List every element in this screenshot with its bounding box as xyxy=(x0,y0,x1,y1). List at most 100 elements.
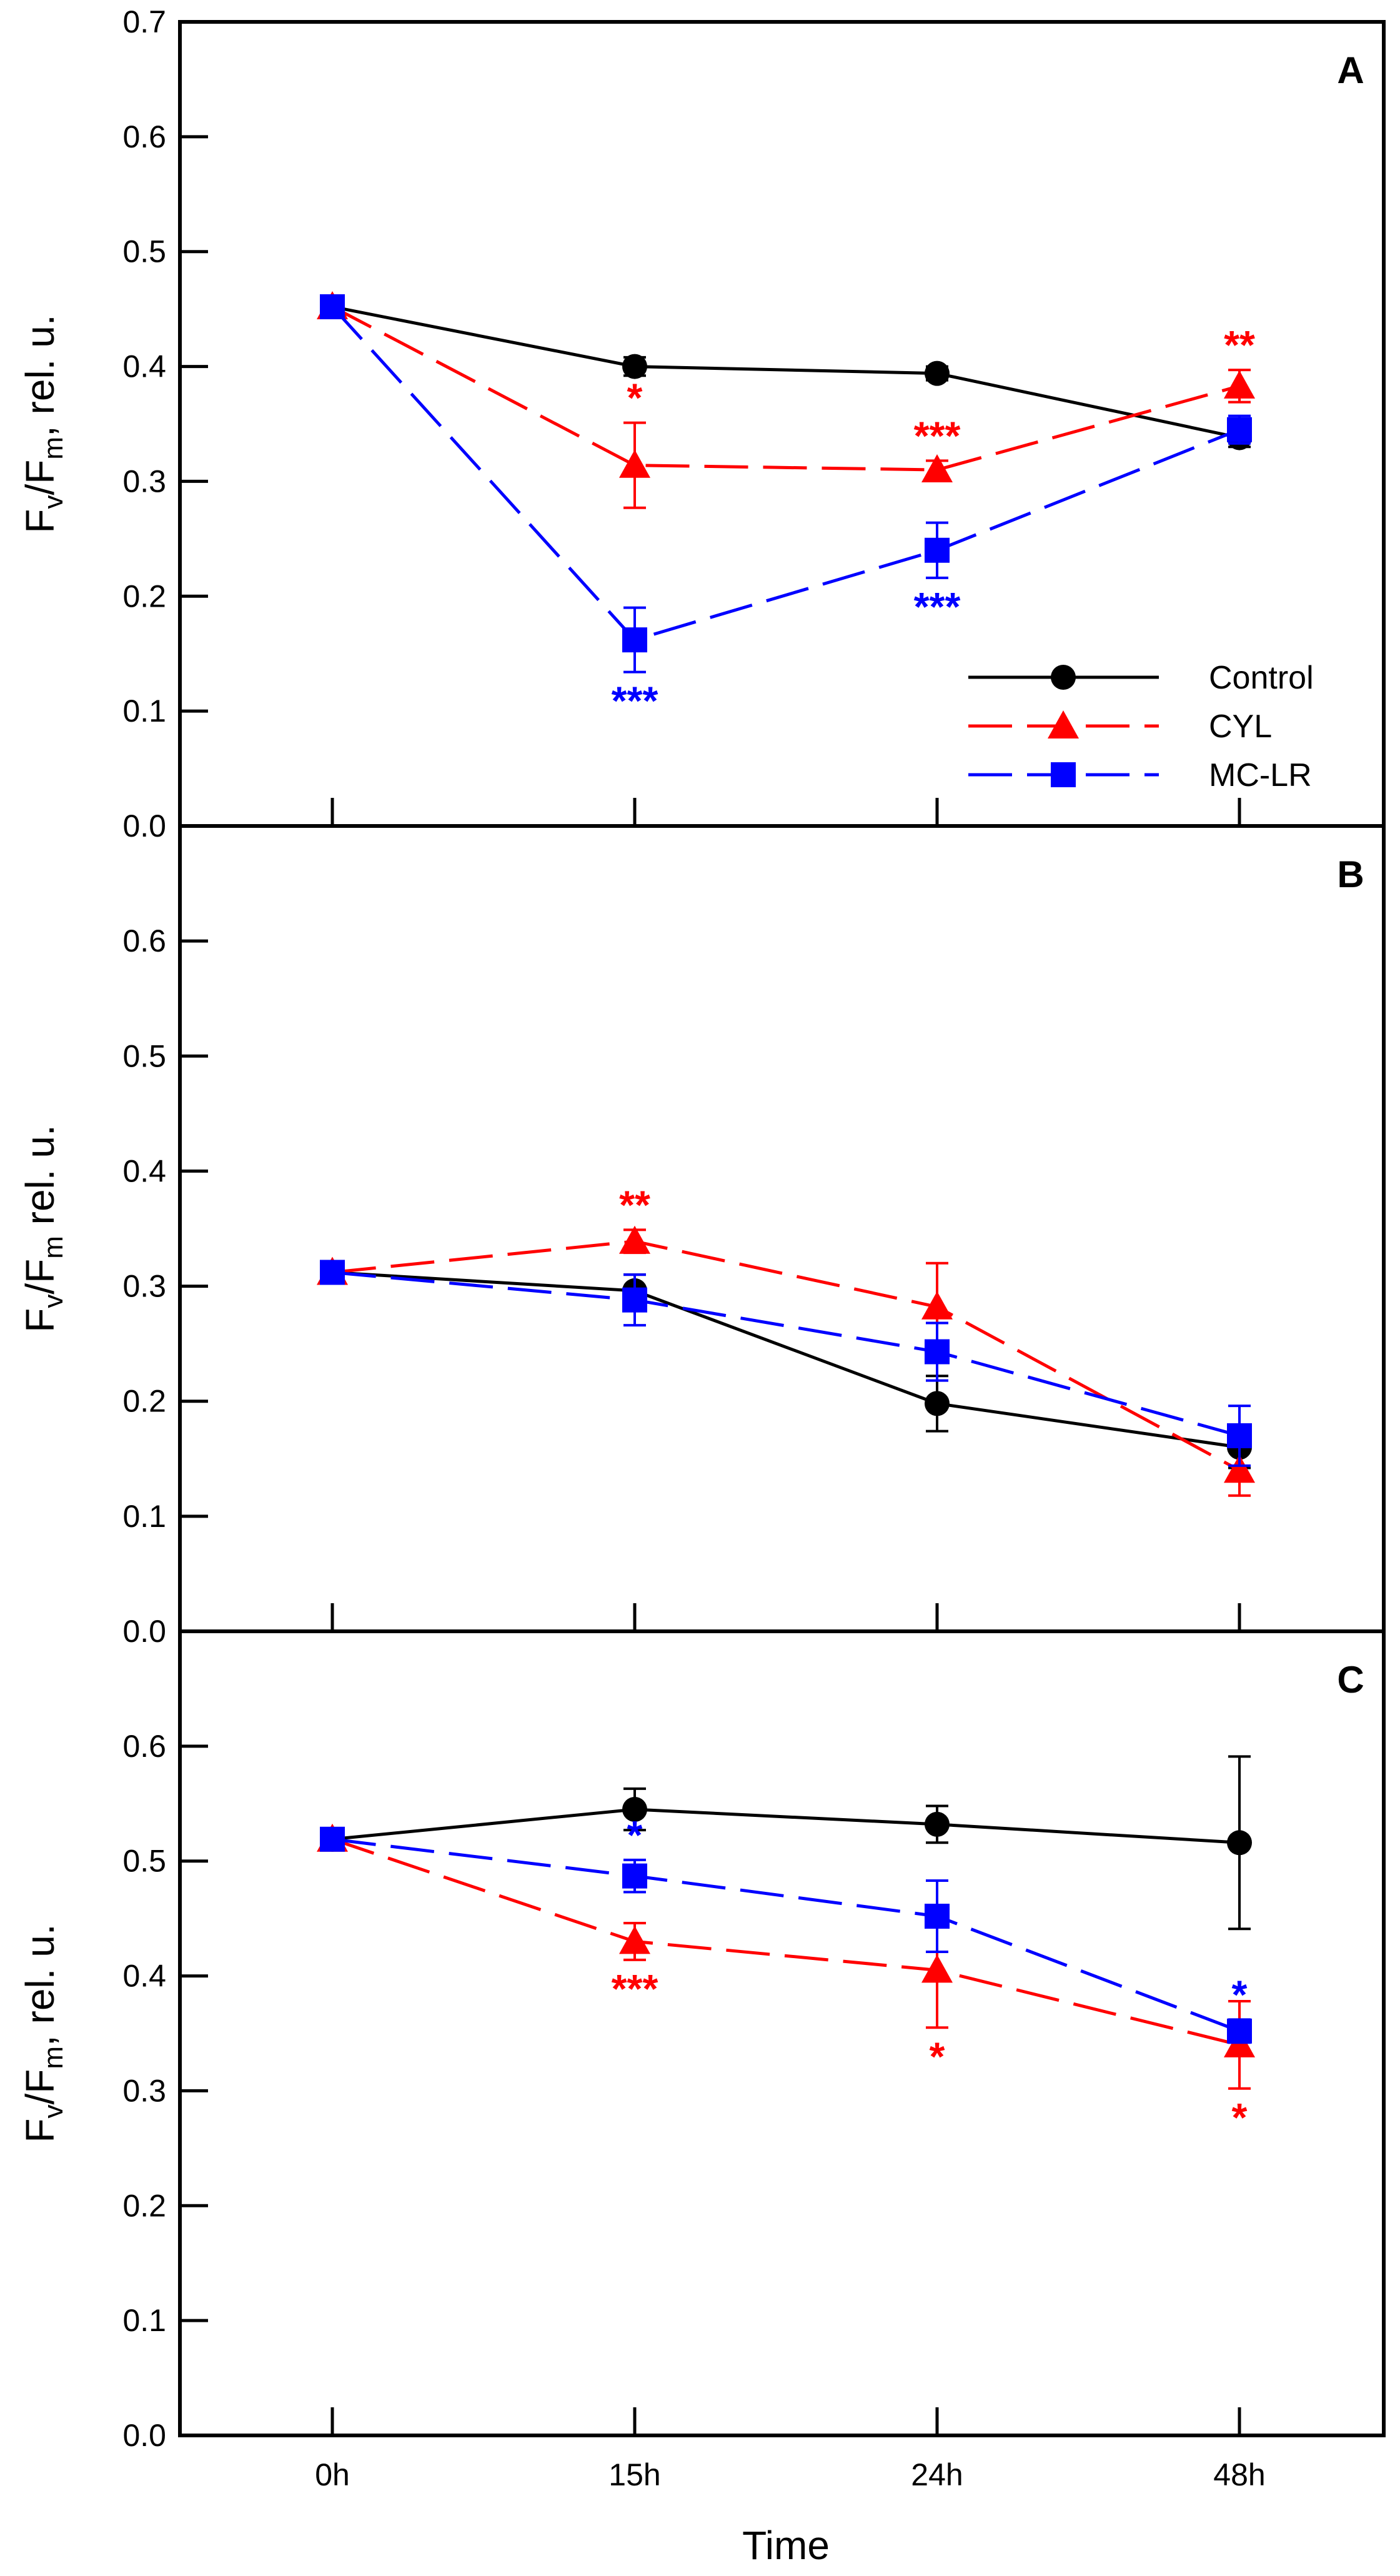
panel-frame xyxy=(178,824,1386,1633)
data-point-cyl-marker xyxy=(619,1225,650,1254)
significance-marker: * xyxy=(627,1813,643,1857)
y-axis-label-text: /F xyxy=(17,2069,62,2105)
significance-marker: *** xyxy=(612,679,658,724)
data-point-control-marker xyxy=(622,354,647,379)
y-tick-label: 0.0 xyxy=(122,808,166,843)
series-line-cyl xyxy=(332,1240,1241,1472)
x-axis-title: Time xyxy=(742,2523,830,2568)
y-tick-label: 0.7 xyxy=(122,4,166,39)
data-point-mc-lr-marker xyxy=(622,1863,647,1889)
y-axis-label-text: F xyxy=(17,509,62,534)
significance-marker: *** xyxy=(914,584,961,629)
series-line-control xyxy=(332,1808,1240,1844)
data-point-cyl-marker xyxy=(1224,1455,1255,1483)
y-axis-label-text: , rel. u. xyxy=(17,1924,62,2046)
y-tick-label: 0.0 xyxy=(122,2418,166,2453)
y-axis-label-subscript: v xyxy=(38,2105,69,2119)
data-point-cyl-marker xyxy=(619,449,650,478)
significance-marker: * xyxy=(627,375,643,420)
data-point-control-marker xyxy=(1227,1830,1252,1856)
data-point-cyl-marker xyxy=(921,1291,953,1320)
panel-b: 0.0 0.1 0.2 0.3 0.4 0.5 0.6 Fv/Fm rel. u. B ** xyxy=(17,824,1386,1649)
panel-label: A xyxy=(1337,49,1364,91)
legend-marker xyxy=(1048,710,1079,738)
series-line-mc-lr xyxy=(332,1270,1240,1438)
legend: Control CYL MC-LR xyxy=(968,660,1314,793)
significance-marker: *** xyxy=(612,1966,658,2011)
panel-label: C xyxy=(1337,1659,1364,1701)
panel-frame xyxy=(178,20,1386,828)
data-point-mc-lr-marker xyxy=(1227,2018,1252,2044)
y-tick-label: 0.2 xyxy=(122,2188,166,2223)
series-cyl xyxy=(317,1823,1255,2090)
legend-marker xyxy=(1051,762,1076,787)
y-tick-label: 0.5 xyxy=(122,1038,166,1073)
data-point-control-marker xyxy=(925,361,950,386)
data-point-mc-lr-marker xyxy=(1227,1423,1252,1448)
y-tick-label: 0.1 xyxy=(122,2303,166,2338)
significance-marker: *** xyxy=(914,413,961,458)
y-axis-label: Fv/Fm, rel. u. xyxy=(17,314,69,533)
y-tick-label: 0.3 xyxy=(122,1269,166,1304)
y-tick-label: 0.1 xyxy=(122,1499,166,1534)
y-axis-label-text: , rel. u. xyxy=(17,314,62,437)
series-mc-lr xyxy=(320,294,1252,674)
y-tick-label: 0.6 xyxy=(122,923,166,958)
y-axis-label-subscript: m xyxy=(38,437,69,460)
y-axis-label-text: F xyxy=(17,2119,62,2143)
y-tick-label: 0.6 xyxy=(122,119,166,154)
y-axis-label: Fv/Fm, rel. u. xyxy=(17,1924,69,2142)
y-axis-label-subscript: m xyxy=(38,2046,69,2069)
series-line-mc-lr xyxy=(331,306,1240,642)
y-tick-label: 0.4 xyxy=(122,349,166,384)
series-line-cyl xyxy=(332,1838,1240,2047)
series-control xyxy=(320,1260,1252,1470)
y-tick-label: 0.3 xyxy=(122,2073,166,2108)
legend-label: Control xyxy=(1209,660,1314,696)
y-axis-label-text: /F xyxy=(17,460,62,495)
data-point-mc-lr-marker xyxy=(320,294,345,319)
data-point-control-marker xyxy=(925,1391,950,1416)
series-line-control xyxy=(332,1270,1240,1449)
y-axis-label-subscript: v xyxy=(38,495,69,509)
legend-label: MC-LR xyxy=(1209,757,1312,793)
panel-label: B xyxy=(1337,853,1364,895)
legend-label: CYL xyxy=(1209,709,1272,745)
y-axis-label-subscript: v xyxy=(38,1295,69,1308)
y-tick-label: 0.2 xyxy=(122,579,166,614)
y-axis-label-text: rel. u. xyxy=(17,1125,62,1236)
y-tick-label: 0.1 xyxy=(122,694,166,729)
data-point-mc-lr-marker xyxy=(622,627,647,653)
data-point-mc-lr-marker xyxy=(622,1287,647,1313)
significance-marker: * xyxy=(1232,1972,1248,2017)
y-axis-label: Fv/Fm rel. u. xyxy=(17,1125,69,1332)
data-point-mc-lr-marker xyxy=(925,1339,950,1365)
data-point-cyl-marker xyxy=(1224,370,1255,399)
significance-marker: * xyxy=(1232,2095,1248,2140)
significance-marker: ** xyxy=(1224,322,1255,367)
significance-marker: * xyxy=(930,2034,945,2079)
series-line-mc-lr xyxy=(332,1838,1240,2033)
x-tick-label: 48h xyxy=(1213,2457,1265,2492)
data-point-mc-lr-marker xyxy=(925,1903,950,1929)
data-point-mc-lr-marker xyxy=(1227,417,1252,442)
series-mc-lr xyxy=(320,1260,1252,1467)
data-point-cyl-marker xyxy=(619,1926,650,1954)
y-axis-label-text: F xyxy=(17,1308,62,1333)
x-tick-label: 24h xyxy=(911,2457,963,2492)
series-cyl xyxy=(317,1225,1255,1497)
y-tick-label: 0.3 xyxy=(122,464,166,499)
series-line-cyl xyxy=(331,305,1240,472)
y-tick-label: 0.4 xyxy=(122,1153,166,1188)
y-tick-label: 0.5 xyxy=(122,234,166,269)
x-tick-label: 15h xyxy=(608,2457,660,2492)
panel-c: 0.00.10.20.30.40.50.6Fv/Fm, rel. u.C****… xyxy=(17,1629,1386,2453)
data-point-control-marker xyxy=(925,1811,950,1837)
legend-marker xyxy=(1051,665,1076,690)
y-tick-label: 0.5 xyxy=(122,1844,166,1879)
significance-marker: ** xyxy=(619,1182,650,1227)
y-tick-label: 0.0 xyxy=(122,1614,166,1649)
y-tick-label: 0.4 xyxy=(122,1959,166,1994)
series-cyl xyxy=(317,291,1255,509)
